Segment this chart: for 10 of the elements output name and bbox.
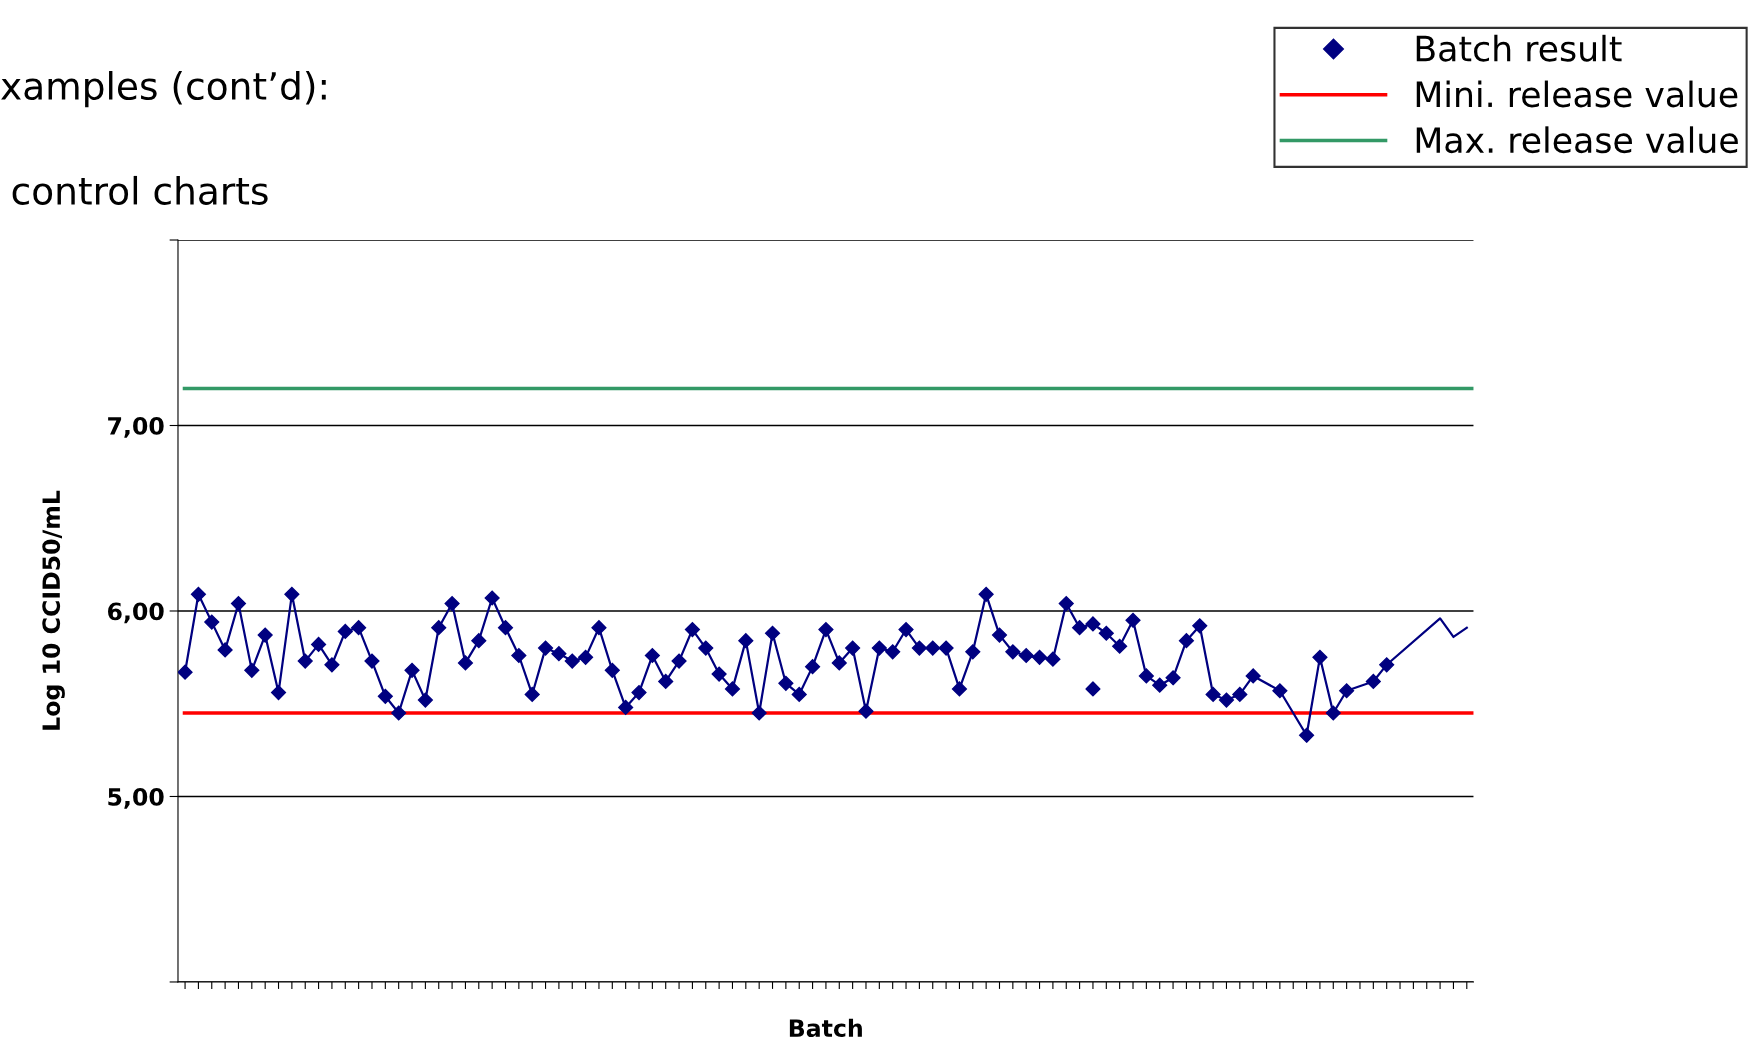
y-tick-label: 5,00 [108, 787, 164, 809]
legend-label: Max. release value [1416, 126, 1738, 154]
legend-label: Batch result [1416, 34, 1622, 62]
y-tick-label: 6,00 [108, 602, 164, 624]
y-tick-label: 7,00 [108, 416, 164, 438]
text: xamples (cont’d): [1, 71, 326, 108]
legend-label: Mini. release value [1416, 80, 1738, 108]
y-axis-title: Log 10 CCID50/mL [42, 490, 65, 730]
x-axis-title: Batch [789, 1018, 862, 1038]
text: control charts [12, 175, 268, 205]
